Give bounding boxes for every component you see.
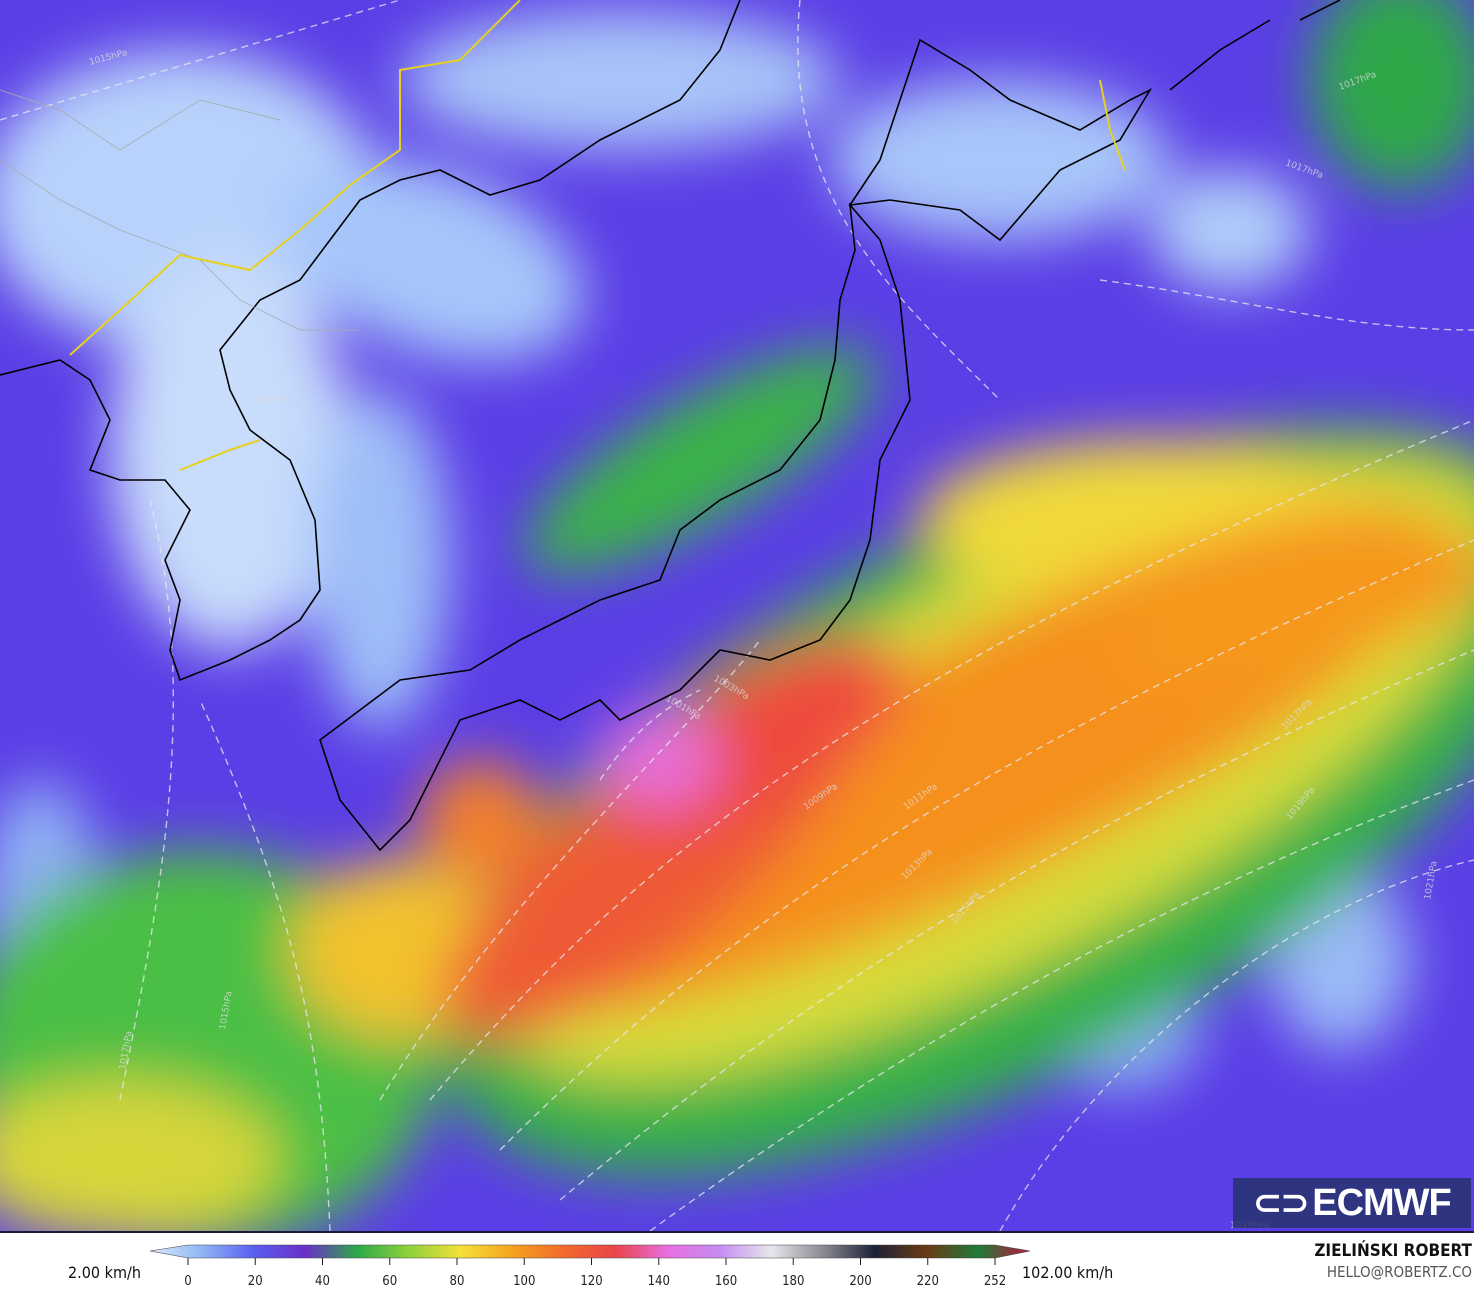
wind-field-colors — [0, 0, 1474, 1231]
svg-text:1017hPa: 1017hPa — [1284, 158, 1324, 181]
colorbar-tick-label: 180 — [782, 1274, 804, 1289]
colorbar-max-label: 102.00 km/h — [1022, 1263, 1114, 1282]
colorbar-tick-label: 140 — [648, 1274, 670, 1289]
colorbar-tick-label: 100 — [513, 1274, 535, 1289]
legend-footer: 2.00 km/h 0 20 40 60 80 100 120 140 160 180 200 220… — [0, 1231, 1474, 1289]
coastlines — [0, 0, 1341, 852]
colorbar-tick-label: 60 — [382, 1274, 397, 1289]
isobars — [0, 0, 1474, 1231]
colorbar-tick-label: 160 — [715, 1274, 737, 1289]
wind-speed-map: 1015hPa 1017hPa 1014hPa 1003hPa 1001hPa … — [0, 0, 1474, 1231]
colorbar-tick-label: 200 — [849, 1274, 871, 1289]
ecmwf-logo-icon: ⊂⊃ — [1253, 1184, 1309, 1222]
colorbar: 0 20 40 60 80 100 120 140 160 180 200 220 252 — [149, 1244, 1031, 1289]
wind-field: 1015hPa 1017hPa 1014hPa 1003hPa 1001hPa … — [0, 0, 1474, 1231]
ecmwf-logo: ⊂⊃ ECMWF — [1233, 1178, 1471, 1228]
colorbar-tick-label: 0 — [184, 1274, 191, 1289]
svg-text:1021hPa: 1021hPa — [1423, 860, 1440, 900]
colorbar-bar — [149, 1244, 1031, 1259]
disputed-borders — [69, 0, 1126, 471]
colorbar-tick-label: 120 — [580, 1274, 602, 1289]
author-credit: ZIELIŃSKI ROBERT — [1314, 1241, 1472, 1261]
colorbar-tick-label: 220 — [917, 1274, 939, 1289]
author-email: HELLO@ROBERTZ.CO — [1326, 1263, 1472, 1281]
svg-text:1014hPa: 1014hPa — [248, 395, 287, 405]
colorbar-min-label: 2.00 km/h — [68, 1263, 141, 1282]
colorbar-tick-label: 20 — [248, 1274, 263, 1289]
colorbar-tick-label: 40 — [315, 1274, 330, 1289]
logo-text: ECMWF — [1312, 1181, 1452, 1224]
colorbar-tick-label: 80 — [450, 1274, 465, 1289]
colorbar-tick-label: 252 — [984, 1274, 1006, 1289]
